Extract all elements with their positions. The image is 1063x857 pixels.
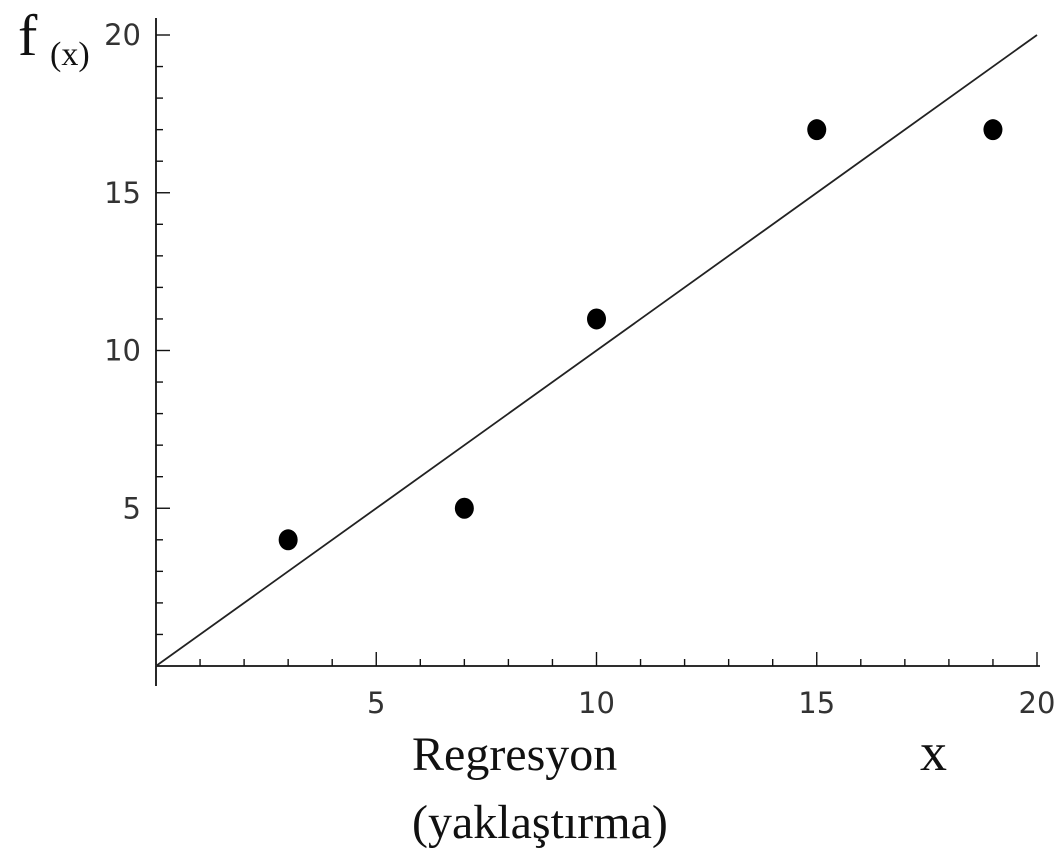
x-tick-label: 15 — [798, 686, 835, 720]
regression-line — [155, 34, 1038, 667]
axes — [155, 18, 1040, 686]
data-point — [807, 119, 827, 141]
data-point — [983, 119, 1003, 141]
y-tick-label: 10 — [104, 334, 141, 368]
y-tick-label: 5 — [123, 491, 141, 525]
data-points — [278, 119, 1003, 551]
y-axis-title-subscript: (x) — [50, 36, 90, 73]
x-axis-title: x — [920, 722, 947, 782]
ticks — [156, 34, 1038, 666]
tick-labels: 5 10 15 20 5 10 15 20 — [104, 18, 1055, 720]
data-point — [454, 497, 474, 519]
chart-caption-line-2: (yaklaştırma) — [412, 796, 668, 849]
data-point — [587, 308, 606, 330]
chart-caption-line-1: Regresyon — [412, 728, 617, 781]
data-point — [278, 529, 298, 551]
x-tick-label: 5 — [367, 686, 385, 720]
y-axis-title: f — [18, 3, 38, 68]
y-tick-label: 15 — [104, 176, 141, 210]
y-tick-label: 20 — [104, 18, 141, 52]
x-tick-label: 10 — [578, 686, 615, 720]
x-tick-label: 20 — [1019, 686, 1056, 720]
